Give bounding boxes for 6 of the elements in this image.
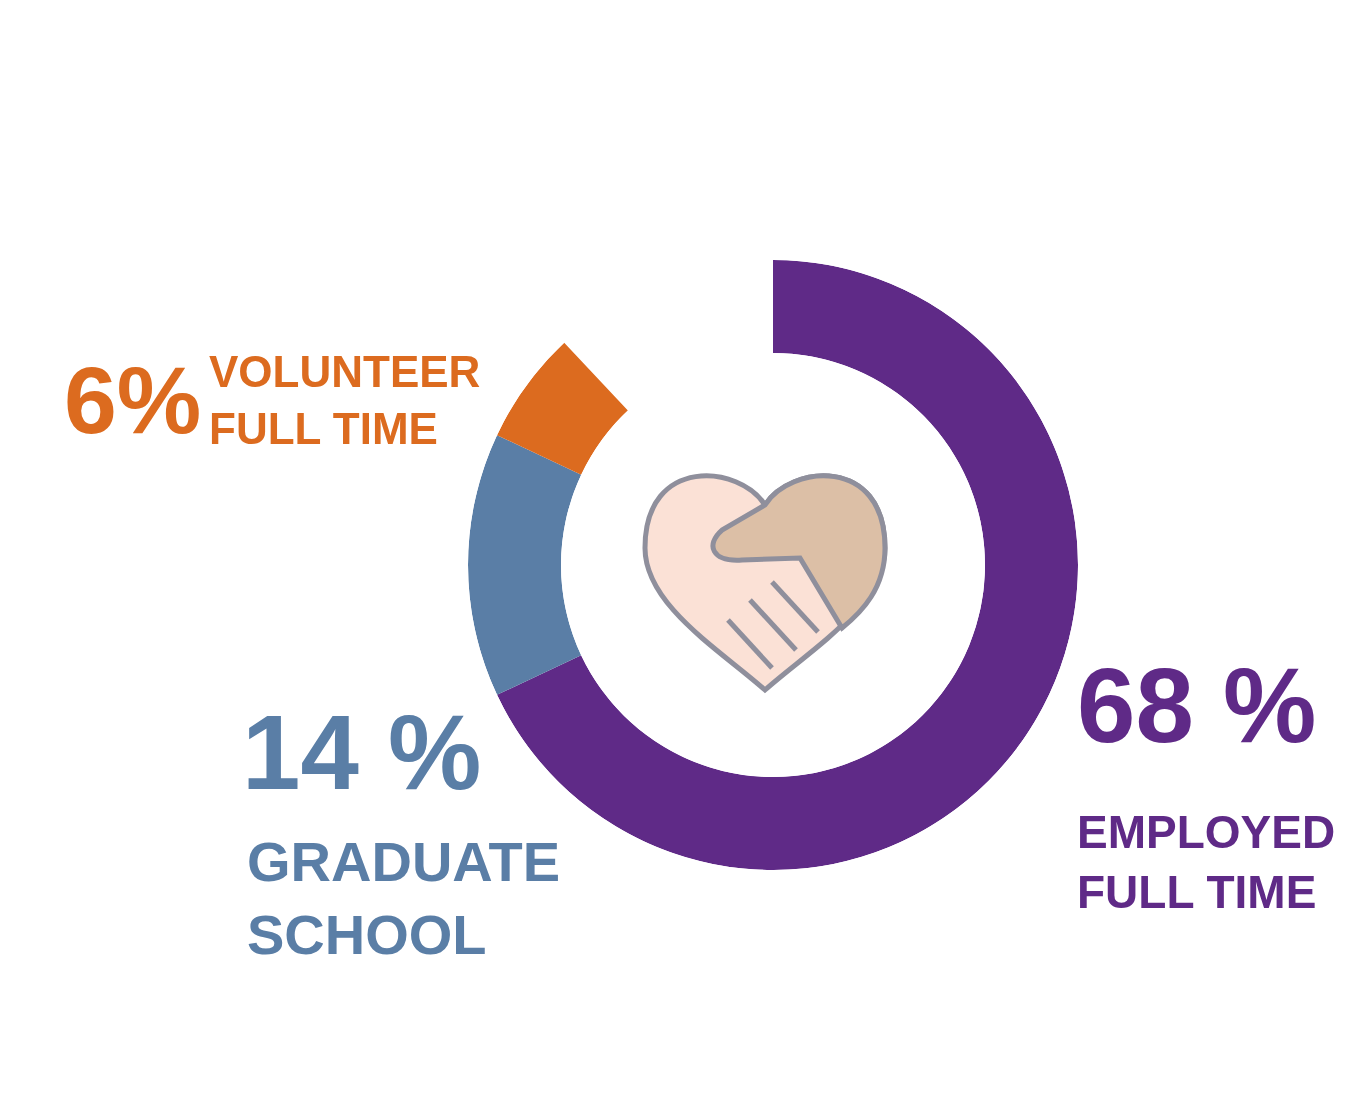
data-label: 6% bbox=[64, 347, 202, 453]
data-label: 14 % bbox=[242, 694, 482, 811]
slice-label: GRADUATE SCHOOL bbox=[247, 830, 561, 966]
slice-label: VOLUNTEER FULL TIME bbox=[209, 347, 481, 454]
slice-label: EMPLOYED FULL TIME bbox=[1077, 806, 1336, 918]
data-label: 68 % bbox=[1077, 647, 1317, 764]
